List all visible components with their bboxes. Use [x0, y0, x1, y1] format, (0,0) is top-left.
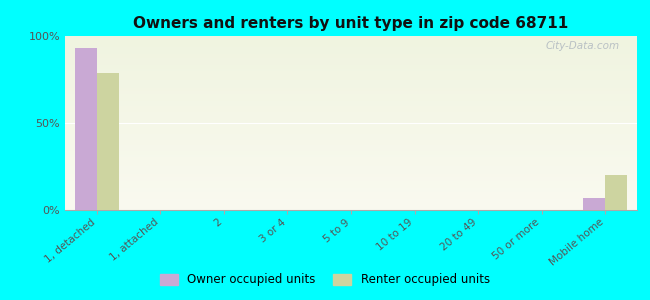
Text: City-Data.com: City-Data.com [546, 41, 620, 51]
Title: Owners and renters by unit type in zip code 68711: Owners and renters by unit type in zip c… [133, 16, 569, 31]
Bar [97, 73, 119, 210]
Bar [583, 198, 605, 210]
Bar [605, 175, 627, 210]
Bar [75, 48, 97, 210]
Legend: Owner occupied units, Renter occupied units: Owner occupied units, Renter occupied un… [155, 269, 495, 291]
